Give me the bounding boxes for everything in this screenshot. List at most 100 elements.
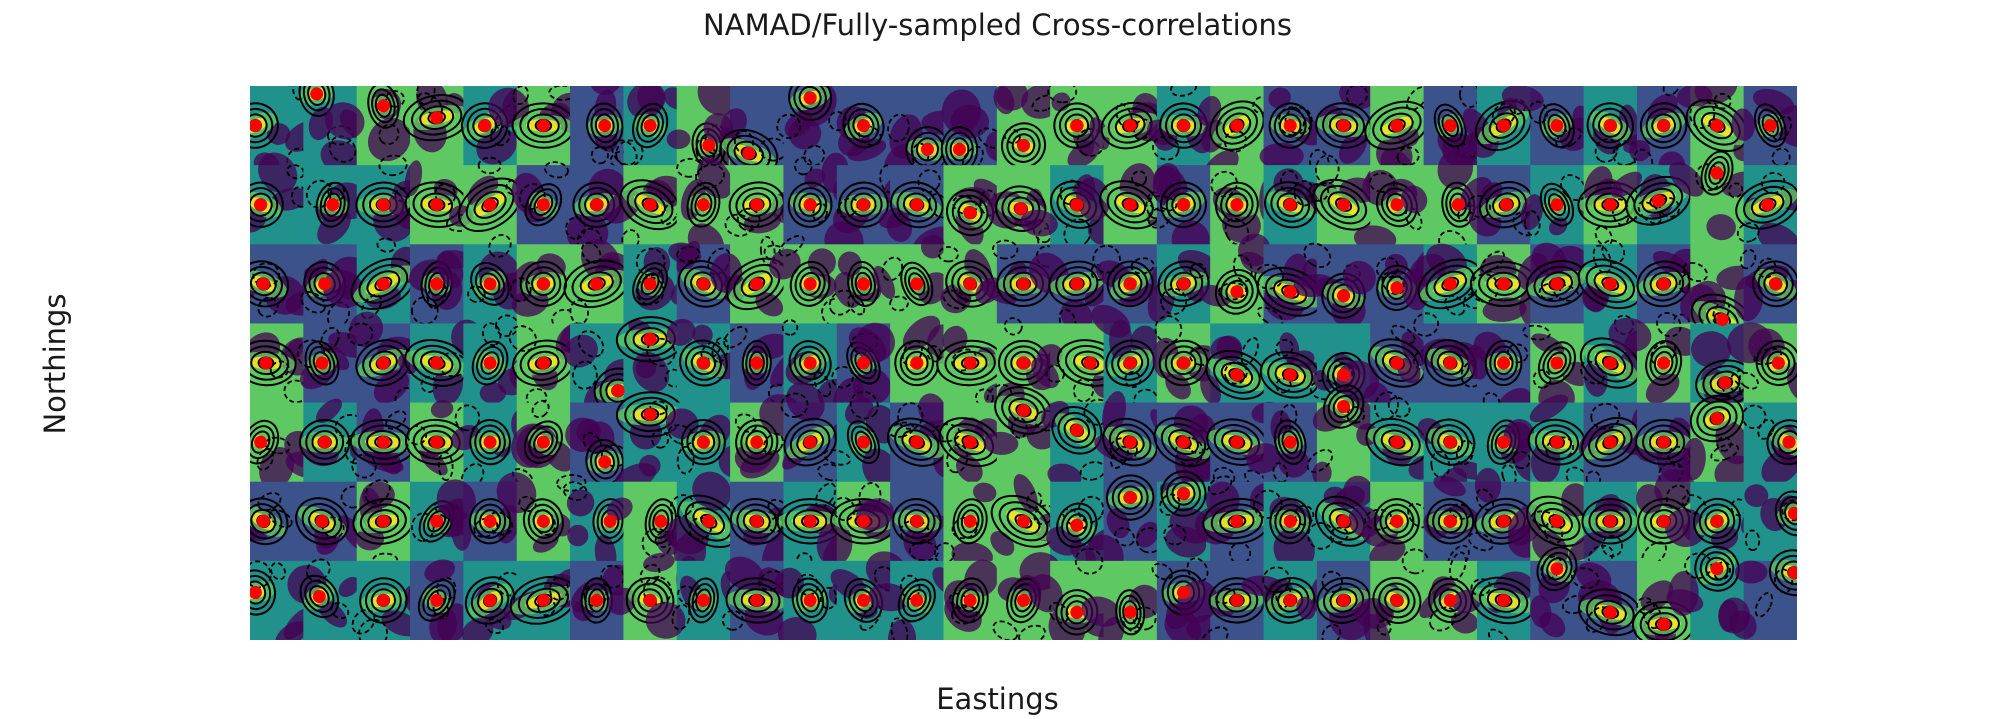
- peak-marker: [1550, 562, 1564, 576]
- correlation-tile: [884, 86, 965, 177]
- peak-marker: [1177, 586, 1191, 600]
- peak-marker: [963, 277, 977, 291]
- chart-title: NAMAD/Fully-sampled Cross-correlations: [703, 8, 1292, 42]
- peak-marker: [920, 142, 934, 156]
- peak-marker: [1497, 119, 1511, 133]
- peak-marker: [1337, 289, 1351, 303]
- correlation-tile: [828, 86, 891, 166]
- peak-marker: [318, 435, 332, 449]
- peak-marker: [1123, 435, 1137, 449]
- peak-marker: [1123, 491, 1137, 505]
- peak-marker: [1787, 566, 1797, 580]
- peak-marker: [254, 198, 268, 212]
- peak-marker: [430, 435, 444, 449]
- peak-marker: [1550, 119, 1564, 133]
- peak-marker: [1771, 356, 1785, 370]
- peak-marker: [1550, 356, 1564, 370]
- peak-marker: [1603, 198, 1617, 212]
- peak-marker: [1603, 119, 1617, 133]
- peak-marker: [1230, 514, 1244, 528]
- peak-marker: [1603, 277, 1617, 291]
- peak-marker: [483, 356, 497, 370]
- peak-marker: [478, 119, 492, 133]
- peak-marker: [1443, 593, 1457, 607]
- peak-marker: [536, 435, 550, 449]
- peak-marker: [536, 593, 550, 607]
- peak-marker: [750, 435, 764, 449]
- peak-marker: [856, 356, 870, 370]
- peak-marker: [1017, 356, 1030, 370]
- peak-marker: [856, 277, 870, 291]
- peak-marker: [1499, 198, 1513, 212]
- peak-marker: [1177, 356, 1191, 370]
- peak-marker: [1283, 514, 1297, 528]
- peak-marker: [1123, 605, 1137, 619]
- peak-marker: [1603, 435, 1617, 449]
- correlation-tile: [983, 386, 1062, 483]
- peak-marker: [803, 198, 817, 212]
- peak-marker: [430, 356, 444, 370]
- peak-marker: [310, 87, 324, 101]
- peak-marker: [1230, 593, 1244, 607]
- peak-marker: [483, 514, 497, 528]
- correlation-tile: [990, 474, 1061, 562]
- correlation-tile: [496, 472, 572, 562]
- peak-marker: [1283, 285, 1297, 299]
- peak-marker: [803, 277, 817, 291]
- peak-marker: [1070, 119, 1084, 133]
- peak-marker: [856, 119, 870, 133]
- peak-marker: [1390, 119, 1404, 133]
- peak-marker: [1014, 202, 1028, 216]
- peak-marker: [696, 198, 710, 212]
- peak-marker: [603, 514, 617, 528]
- peak-marker: [1070, 198, 1084, 212]
- peak-marker: [1177, 277, 1191, 291]
- peak-marker: [1603, 514, 1617, 528]
- peak-marker: [256, 277, 270, 291]
- peak-marker: [483, 198, 497, 212]
- peak-marker: [803, 593, 817, 607]
- peak-marker: [376, 356, 390, 370]
- peak-marker: [696, 277, 710, 291]
- peak-marker: [1497, 593, 1511, 607]
- peak-marker: [1715, 312, 1729, 326]
- peak-marker: [1769, 277, 1783, 291]
- peak-marker: [250, 119, 262, 133]
- peak-marker: [952, 142, 966, 156]
- peak-marker: [963, 206, 977, 220]
- peak-marker: [1497, 356, 1511, 370]
- peak-marker: [1017, 593, 1030, 607]
- peak-marker: [376, 593, 390, 607]
- correlation-tile: [410, 559, 469, 640]
- peak-marker: [643, 332, 657, 346]
- peak-marker: [1283, 593, 1297, 607]
- correlation-tile: [1263, 165, 1329, 245]
- peak-marker: [1390, 198, 1404, 212]
- peak-marker: [910, 514, 924, 528]
- peak-marker: [326, 198, 340, 212]
- peak-marker: [1443, 514, 1457, 528]
- peak-marker: [1550, 198, 1564, 212]
- peak-marker: [536, 277, 550, 291]
- peak-marker: [1550, 514, 1564, 528]
- peak-marker: [1337, 593, 1351, 607]
- peak-marker: [611, 384, 625, 398]
- peak-marker: [590, 593, 604, 607]
- correlation-tile: [721, 556, 789, 640]
- peak-marker: [1123, 119, 1137, 133]
- peak-marker: [910, 198, 924, 212]
- peak-marker: [376, 514, 390, 528]
- correlation-tile: [776, 86, 838, 167]
- correlation-tile: [614, 391, 685, 491]
- peak-marker: [590, 277, 604, 291]
- peak-marker: [1337, 514, 1351, 528]
- peak-marker: [1603, 605, 1617, 619]
- peak-marker: [1497, 514, 1511, 528]
- peak-marker: [1337, 119, 1351, 133]
- peak-marker: [430, 277, 444, 291]
- peak-marker: [1230, 435, 1244, 449]
- peak-marker: [1657, 617, 1671, 631]
- peak-marker: [1550, 435, 1564, 449]
- peak-marker: [1230, 285, 1244, 299]
- peak-marker: [1782, 435, 1796, 449]
